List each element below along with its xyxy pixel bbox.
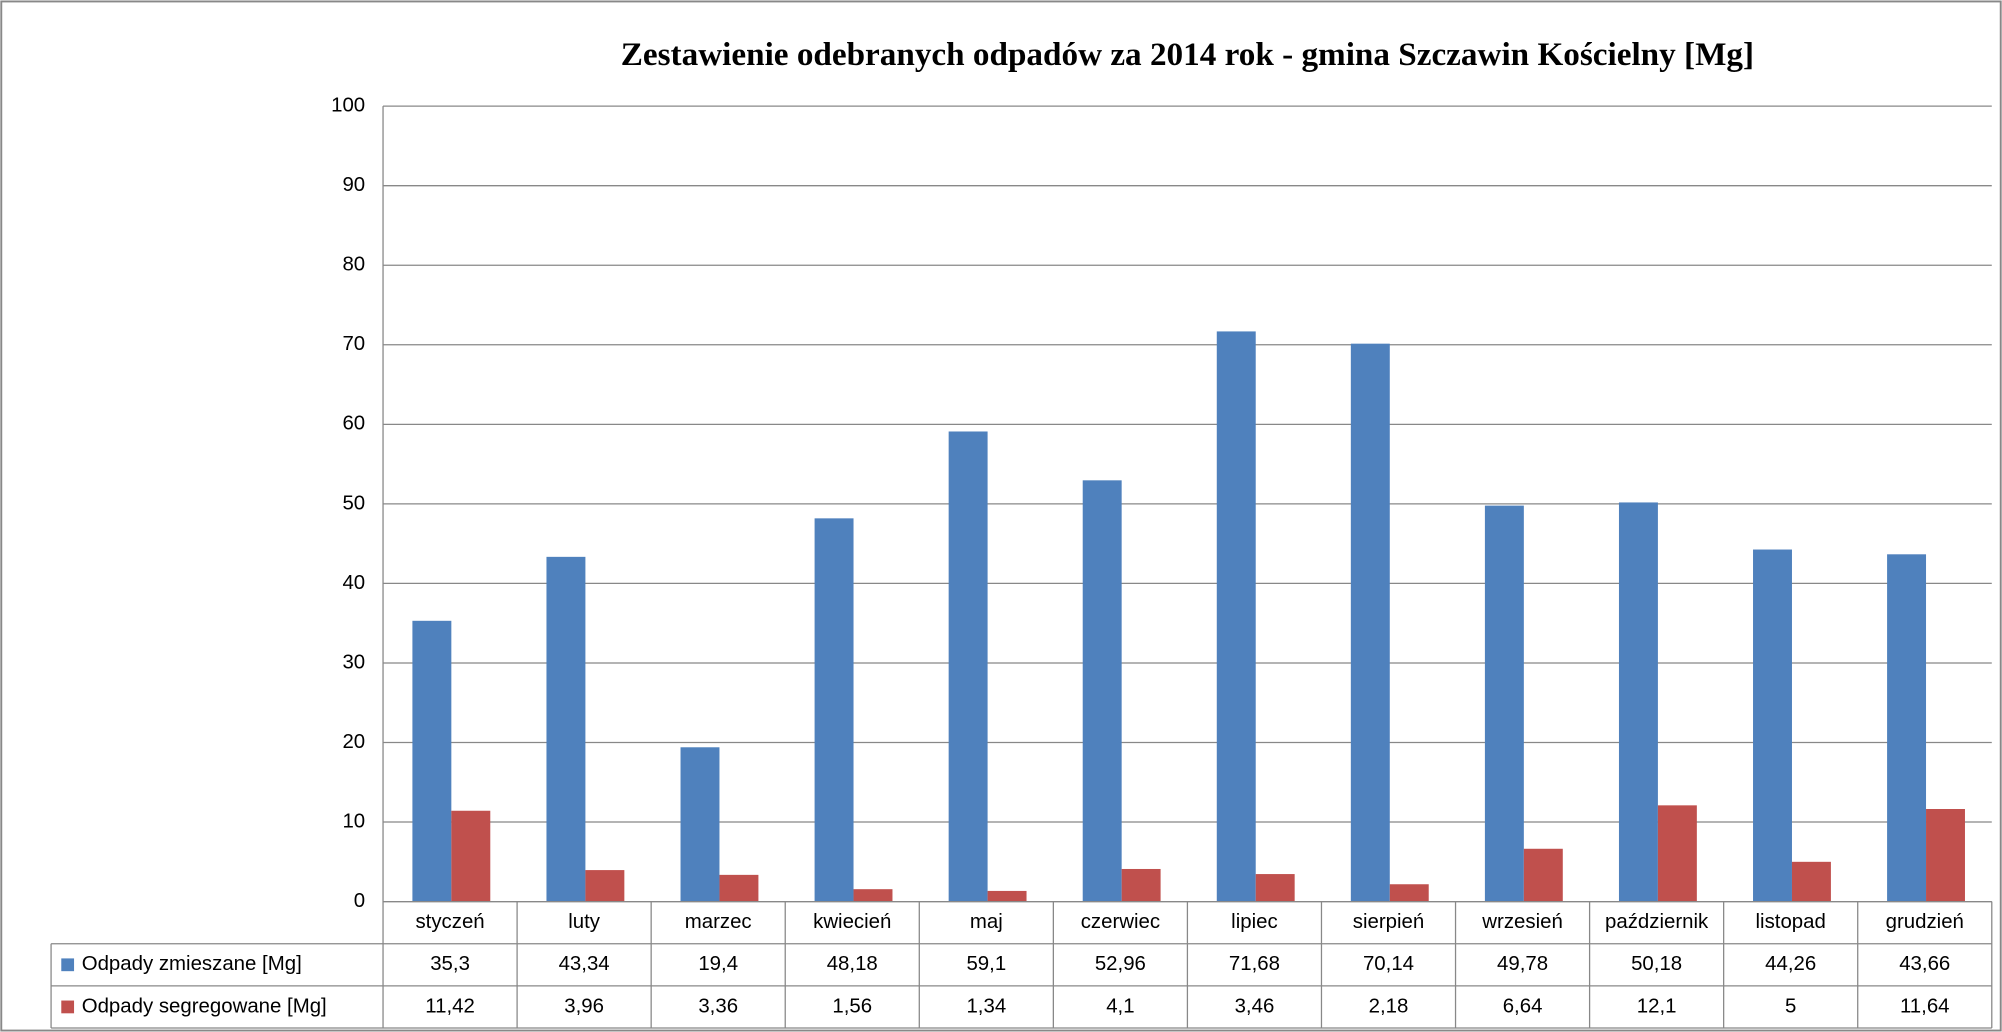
data-label: 3,36 bbox=[698, 995, 738, 1017]
x-tick-label: wrzesień bbox=[1481, 911, 1563, 933]
data-label: 11,42 bbox=[425, 995, 475, 1017]
chart-title: Zestawienie odebranych odpadów za 2014 r… bbox=[621, 36, 1754, 73]
x-tick-label: czerwiec bbox=[1081, 911, 1160, 933]
bar bbox=[680, 747, 720, 902]
bar bbox=[1255, 874, 1295, 902]
data-label: 4,1 bbox=[1106, 995, 1134, 1017]
bar bbox=[1121, 868, 1161, 902]
data-label: 6,64 bbox=[1503, 995, 1543, 1017]
data-label: 44,26 bbox=[1765, 953, 1816, 975]
data-label: 1,34 bbox=[966, 995, 1006, 1017]
bar bbox=[1082, 480, 1122, 902]
y-tick-label: 50 bbox=[342, 492, 365, 514]
data-label: 3,96 bbox=[564, 995, 604, 1017]
y-tick-label: 60 bbox=[342, 413, 365, 435]
data-label: 2,18 bbox=[1369, 995, 1409, 1017]
y-tick-label: 10 bbox=[342, 810, 365, 832]
legend-key bbox=[61, 1000, 75, 1014]
bar bbox=[412, 620, 452, 902]
bar bbox=[1216, 331, 1256, 902]
data-label: 3,46 bbox=[1235, 995, 1275, 1017]
x-tick-label: marzec bbox=[685, 911, 752, 933]
bar bbox=[814, 518, 854, 902]
legend-key bbox=[61, 958, 75, 972]
bar bbox=[1791, 861, 1831, 902]
x-tick-label: listopad bbox=[1756, 911, 1826, 933]
data-label: 59,1 bbox=[966, 953, 1006, 975]
bar bbox=[546, 556, 586, 902]
x-tick-label: sierpień bbox=[1353, 911, 1424, 933]
data-label: 49,78 bbox=[1497, 953, 1548, 975]
bar bbox=[1618, 502, 1658, 902]
bar bbox=[1523, 848, 1563, 902]
bar bbox=[1753, 549, 1792, 902]
x-tick-label: grudzień bbox=[1886, 911, 1964, 933]
y-tick-label: 80 bbox=[342, 254, 365, 276]
x-tick-label: październik bbox=[1605, 911, 1709, 933]
legend-label: Odpady segregowane [Mg] bbox=[82, 995, 327, 1017]
x-tick-label: maj bbox=[970, 911, 1003, 933]
data-label: 35,3 bbox=[430, 953, 470, 975]
bar bbox=[1350, 343, 1390, 902]
data-label: 43,34 bbox=[559, 953, 610, 975]
bar bbox=[1887, 554, 1927, 902]
y-tick-label: 70 bbox=[342, 333, 365, 355]
bar bbox=[1657, 805, 1697, 902]
y-tick-label: 30 bbox=[342, 651, 365, 673]
bar bbox=[585, 870, 625, 902]
x-tick-label: kwiecień bbox=[813, 911, 891, 933]
data-label: 19,4 bbox=[698, 953, 738, 975]
bar bbox=[719, 874, 759, 902]
bar bbox=[1926, 809, 1965, 902]
bar bbox=[451, 810, 491, 902]
data-label: 52,96 bbox=[1095, 953, 1146, 975]
data-label: 11,64 bbox=[1900, 995, 1950, 1017]
x-tick-label: lipiec bbox=[1231, 911, 1278, 933]
y-tick-label: 40 bbox=[342, 572, 365, 594]
data-label: 70,14 bbox=[1363, 953, 1414, 975]
y-tick-label: 20 bbox=[342, 731, 365, 753]
y-tick-label: 90 bbox=[342, 174, 365, 196]
bar bbox=[987, 890, 1027, 902]
x-tick-label: styczeń bbox=[415, 911, 484, 933]
y-tick-label: 100 bbox=[331, 95, 365, 117]
bar bbox=[853, 889, 893, 902]
bar bbox=[1484, 505, 1524, 902]
data-label: 12,1 bbox=[1637, 995, 1677, 1017]
legend-label: Odpady zmieszane [Mg] bbox=[82, 953, 302, 975]
bar bbox=[1389, 884, 1429, 902]
y-tick-label: 0 bbox=[354, 890, 365, 912]
x-tick-label: luty bbox=[568, 911, 601, 933]
bar bbox=[948, 431, 988, 902]
data-label: 48,18 bbox=[827, 953, 878, 975]
data-label: 1,56 bbox=[832, 995, 872, 1017]
data-label: 71,68 bbox=[1229, 953, 1280, 975]
data-label: 50,18 bbox=[1631, 953, 1682, 975]
data-label: 43,66 bbox=[1899, 953, 1950, 975]
data-label: 5 bbox=[1785, 995, 1796, 1017]
